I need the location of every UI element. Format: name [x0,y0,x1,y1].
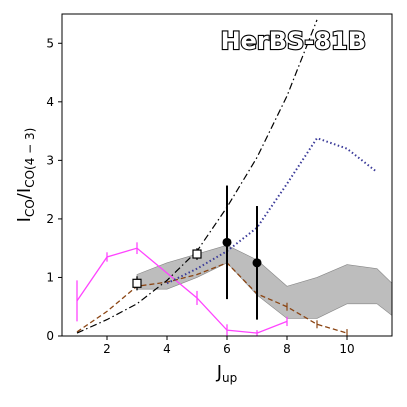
brown-series-line [76,262,348,334]
y-axis-title-main1: I [14,217,35,222]
model-band [136,244,392,319]
x-axis-title-main: J [216,362,222,383]
x-tick-label: 6 [223,342,231,356]
y-axis-title-sub2: CO(4 − 3) [23,128,37,188]
y-tick-label: 5 [46,36,54,50]
y-tick-label: 1 [46,270,54,284]
open-square-point [192,249,202,259]
y-axis-title-sub1: CO [23,199,37,217]
plot-area [76,19,392,336]
x-tick-label: 2 [103,342,111,356]
chart-title: HerBS-81B [221,27,366,55]
y-tick-label: 3 [46,153,54,167]
x-tick-label: 4 [163,342,171,356]
x-axis-title: Jup [216,362,238,385]
y-tick-label: 0 [46,329,54,343]
y-axis-title-sep: / [14,192,35,199]
y-tick-label: 2 [46,212,54,226]
x-tick-label: 10 [339,342,354,356]
x-tick-label: 8 [283,342,291,356]
y-axis-title: ICO/ICO(4 − 3) [14,128,37,223]
filled-circle-point [252,258,262,268]
purple-series-line [166,136,378,285]
open-square-point [132,278,142,288]
filled-circle-point [222,237,232,247]
y-tick-label: 4 [46,95,54,109]
x-axis-title-sub: up [222,371,237,385]
y-axis-title-main2: I [14,188,35,193]
ticks: 2 4 6 8 10 0 1 2 3 4 5 [46,36,354,356]
